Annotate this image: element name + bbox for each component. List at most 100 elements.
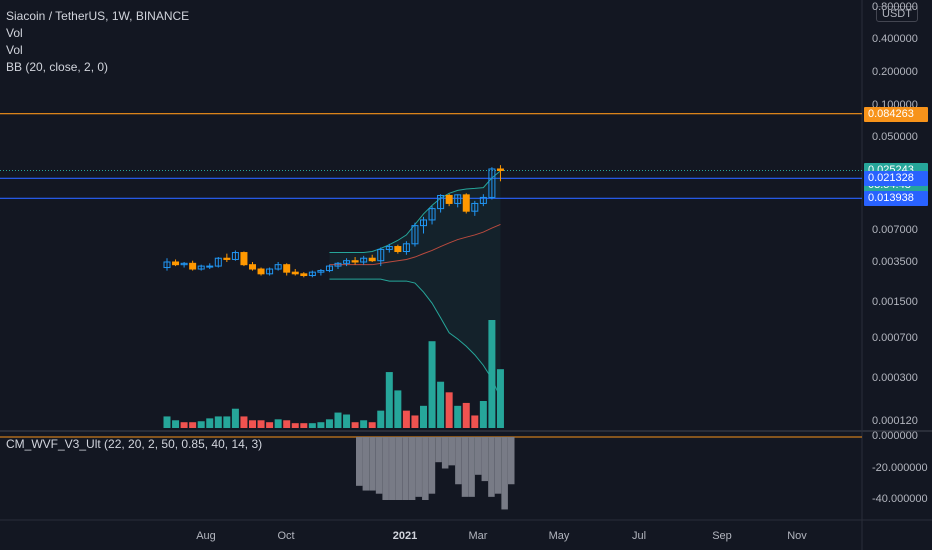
price-axis-label: 0.001500 <box>872 296 918 309</box>
wvf-bar <box>494 437 502 494</box>
wvf-bar <box>448 437 456 466</box>
time-axis-label: Aug <box>196 530 216 542</box>
symbol-title[interactable]: Siacoin / TetherUS, 1W, BINANCE <box>6 9 190 23</box>
price-axis-label: 0.003500 <box>872 256 918 269</box>
volume-bar <box>180 422 188 428</box>
volume-bar <box>411 415 419 428</box>
wvf-bar <box>415 437 422 497</box>
volume-bar <box>283 420 291 428</box>
volume-bar <box>488 320 496 428</box>
volume-bar <box>437 381 445 428</box>
wvf-bar <box>362 437 370 491</box>
price-axis-label: 0.400000 <box>872 33 918 46</box>
candle-body <box>454 194 462 204</box>
time-axis-label: Nov <box>787 530 807 542</box>
volume-bar <box>291 423 299 428</box>
candle-body <box>462 194 470 212</box>
volume-bar <box>274 419 282 428</box>
volume-bar <box>257 420 265 428</box>
wvf-bar <box>455 437 462 485</box>
volume-bar <box>325 419 333 428</box>
volume-bar <box>300 423 308 428</box>
indicator-vol-1[interactable]: Vol <box>6 26 23 40</box>
wvf-bar <box>428 437 436 494</box>
time-axis-label: May <box>548 530 570 542</box>
indicator-vol-2[interactable]: Vol <box>6 43 23 57</box>
candle-body <box>334 262 342 267</box>
candle-body <box>197 265 205 270</box>
wvf-bar <box>508 437 515 485</box>
volume-bar <box>240 416 248 428</box>
candle-body <box>300 273 308 277</box>
price-axis-label: 0.800000 <box>872 0 918 13</box>
volume-bar <box>223 416 231 428</box>
candle-body <box>402 243 410 252</box>
candle-body <box>257 268 265 275</box>
wvf-bar <box>382 437 389 500</box>
volume-bar <box>385 372 393 428</box>
candle-body <box>343 260 351 264</box>
candle-body <box>445 194 453 204</box>
pane2-indicator-title[interactable]: CM_WVF_V3_Ult (22, 20, 2, 50, 0.85, 40, … <box>6 437 263 451</box>
volume-bar <box>189 422 197 428</box>
price-axis-label: 0.000300 <box>872 371 918 384</box>
candle-body <box>291 271 299 275</box>
candle-body <box>317 270 325 273</box>
wvf-bar <box>389 437 396 500</box>
bb-basis-line <box>329 223 501 266</box>
currency-button[interactable]: USDT <box>876 6 918 22</box>
price-tag: 0.084263 <box>864 106 928 122</box>
pane2-axis-label: -20.000000 <box>872 461 928 474</box>
candle-body <box>360 257 368 263</box>
volume-bar <box>402 410 410 428</box>
volume-bar <box>317 422 325 428</box>
candle-body <box>240 252 248 266</box>
wvf-bar <box>408 437 416 500</box>
volume-bar <box>351 422 359 428</box>
volume-bar <box>214 416 222 428</box>
wvf-bar <box>395 437 403 500</box>
wvf-bar <box>356 437 363 486</box>
volume-bar <box>266 422 274 428</box>
candle-body <box>172 261 180 266</box>
volume-bar <box>172 420 180 428</box>
volume-bar <box>445 392 453 428</box>
volume-bar <box>420 405 427 428</box>
volume-bar <box>479 401 487 428</box>
indicator-bb[interactable]: BB (20, close, 2, 0) <box>6 60 109 74</box>
wvf-bar <box>422 437 429 500</box>
volume-bar <box>394 390 402 428</box>
candle-body <box>368 257 376 262</box>
wvf-bar <box>474 437 482 475</box>
chart-legend: Siacoin / TetherUS, 1W, BINANCE Vol Vol … <box>6 8 189 76</box>
candle-body <box>231 252 239 260</box>
wvf-bar <box>481 437 489 482</box>
wvf-bar <box>441 437 449 469</box>
volume-bar <box>308 423 316 428</box>
candle-body <box>471 202 479 212</box>
price-tag: 0.021328 <box>864 171 928 187</box>
bb-lower-line <box>329 278 501 399</box>
candle-body <box>274 264 282 270</box>
wvf-bar <box>461 437 469 497</box>
volume-bar <box>163 416 171 428</box>
volume-bar <box>428 341 436 428</box>
time-axis-label: Sep <box>712 530 732 542</box>
price-axis-label: 0.050000 <box>872 131 918 144</box>
volume-bar <box>471 415 479 428</box>
wvf-bar <box>375 437 383 494</box>
candle-body <box>394 246 402 252</box>
volume-bar <box>343 414 351 428</box>
price-axis-label: 0.007000 <box>872 223 918 236</box>
pane2-axis-label: 0.000000 <box>872 430 918 442</box>
volume-bar <box>231 408 239 428</box>
price-tag: 0.013938 <box>864 191 928 207</box>
volume-bar <box>462 402 470 428</box>
volume-bar <box>249 420 256 428</box>
candle-body <box>283 264 291 273</box>
candle-body <box>428 208 436 221</box>
candle-body <box>488 168 496 198</box>
candle-body <box>351 260 359 263</box>
volume-bar <box>454 405 462 428</box>
